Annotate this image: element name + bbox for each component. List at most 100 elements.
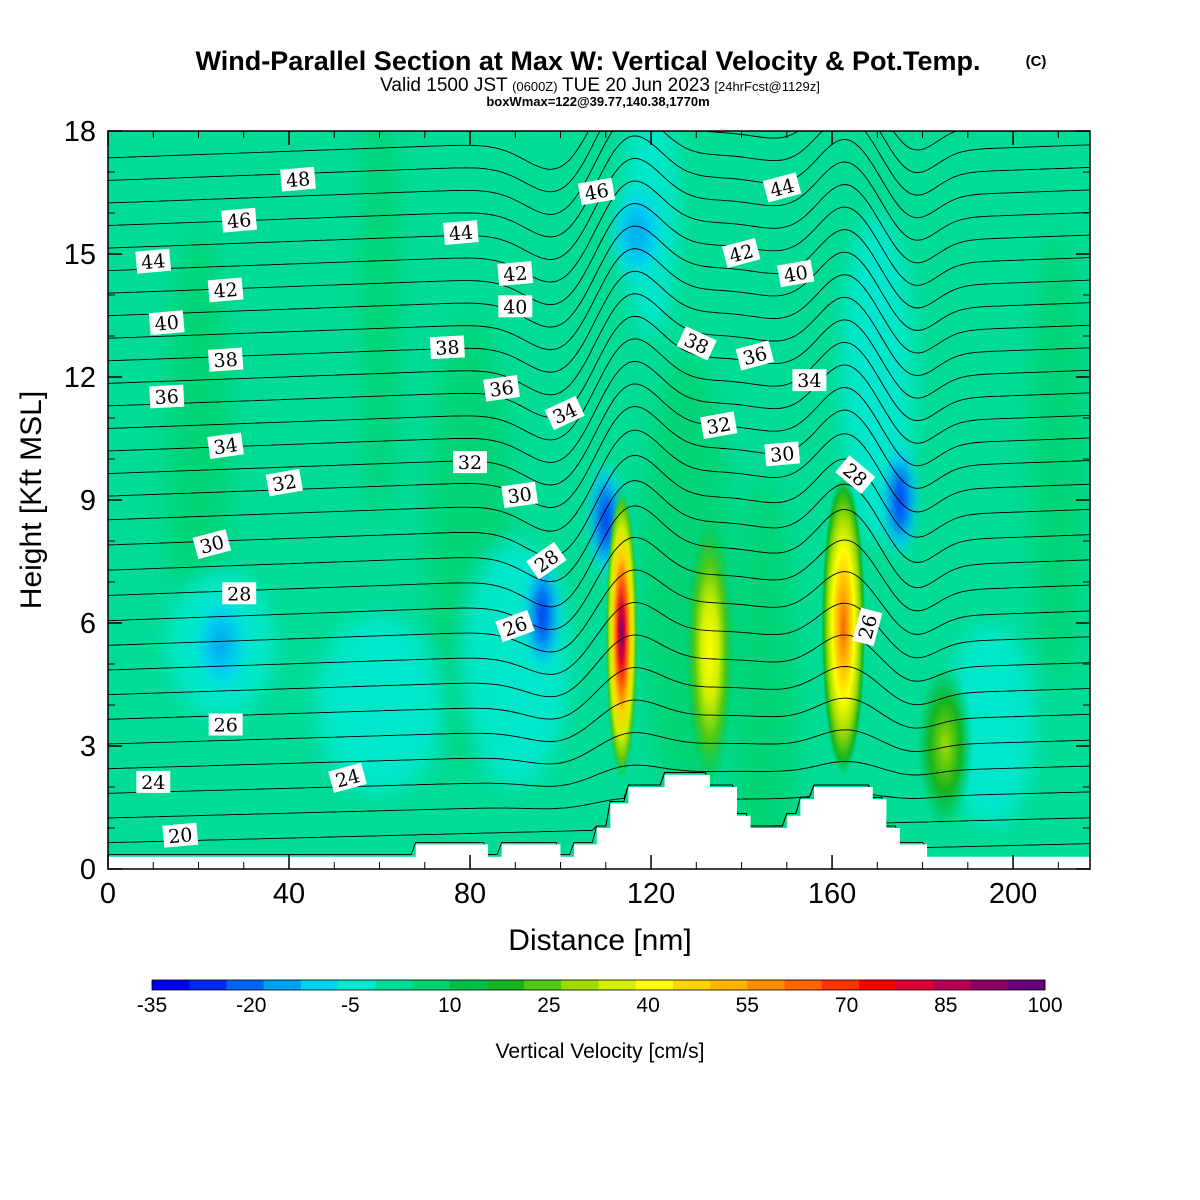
theta-label-text: 36: [488, 377, 515, 402]
theta-label: 24: [328, 762, 367, 793]
colorbar-tick-label: -5: [341, 994, 360, 1017]
colorbar-swatch: [486, 980, 525, 990]
theta-label-text: 28: [227, 583, 251, 605]
theta-contour: [108, 131, 958, 170]
y-tick-label: 0: [80, 854, 96, 886]
theta-contour: [108, 697, 1090, 745]
colorbar-label: Vertical Velocity [cm/s]: [496, 1040, 705, 1063]
updraft-core: [917, 664, 974, 828]
theta-label: 32: [265, 468, 303, 497]
theta-label: 46: [577, 177, 616, 205]
theta-label-text: 20: [167, 824, 193, 848]
theta-contour: [108, 772, 1090, 819]
y-tick-label: 9: [80, 485, 96, 517]
x-tick-label: 120: [627, 878, 675, 910]
theta-contour: [108, 203, 1090, 306]
theta-contour: [108, 225, 1090, 328]
downdraft-area: [524, 554, 561, 675]
theta-label: 26: [495, 610, 535, 643]
theta-contour: [108, 270, 1090, 373]
theta-label-text: 24: [141, 772, 165, 794]
colorbar-swatch: [970, 980, 1009, 990]
colorbar-swatch: [784, 980, 823, 990]
theta-label: 42: [721, 238, 761, 269]
terrain: [108, 774, 1090, 869]
theta-contour: [108, 455, 1090, 557]
copyright-mark: (C): [1026, 53, 1047, 70]
theta-label-text: 44: [140, 250, 166, 274]
colorbar-tick-label: -20: [236, 994, 266, 1017]
theta-contour-labels: 48 46 44 42 40 38 36 34 32 30 28 26 24 20 44 38 32 24 46 42…: [135, 166, 883, 848]
colorbar-swatch: [598, 980, 637, 990]
theta-contour: [108, 569, 1090, 653]
theta-label: 40: [148, 310, 185, 336]
x-tick-label: 0: [100, 878, 116, 910]
y-tick-label: 6: [80, 608, 96, 640]
colorbar-swatch: [859, 980, 897, 990]
theta-contour: [108, 293, 1090, 396]
colorbar-swatch: [933, 980, 972, 990]
theta-label: 44: [135, 248, 172, 274]
theta-label-text: 26: [214, 715, 238, 737]
colorbar-swatch: [263, 980, 302, 990]
theta-contour: [108, 361, 1090, 463]
chart-title: Wind-Parallel Section at Max W: Vertical…: [196, 46, 981, 76]
colorbar-swatch: [375, 980, 413, 990]
theta-contour: [108, 666, 1090, 720]
theta-label: 42: [207, 277, 244, 303]
colorbar-tick-label: 70: [835, 994, 858, 1017]
theta-label-text: 44: [448, 221, 474, 245]
x-tick-label: 200: [989, 878, 1037, 910]
theta-label-text: 42: [213, 279, 239, 303]
colorbar-tick-label: -35: [137, 994, 167, 1017]
colorbar-swatch: [412, 980, 451, 990]
theta-contour: [108, 505, 1090, 608]
colorbar-swatch: [152, 980, 190, 990]
theta-contour: [108, 480, 1090, 583]
weak-updraft-band: [361, 131, 398, 521]
chart-header: Wind-Parallel Section at Max W: Vertical…: [196, 46, 1047, 109]
theta-label: 34: [792, 369, 827, 392]
updraft-core: [605, 487, 638, 779]
colorbar-swatch: [300, 980, 339, 990]
colorbar-tick-label: 85: [934, 994, 957, 1017]
theta-label: 40: [777, 259, 815, 287]
y-tick-label: 12: [64, 362, 96, 394]
colorbar-swatch: [1007, 980, 1046, 990]
box-wmax-info: boxWmax=122@39.77,140.38,1770m: [486, 94, 709, 109]
theta-label-text: 34: [212, 434, 239, 459]
colorbar-swatch: [524, 980, 562, 990]
valid-time-line: Valid 1500 JST (0600Z) TUE 20 Jun 2023 […: [380, 75, 820, 96]
y-tick-label: 15: [64, 239, 96, 271]
theta-contour: [108, 729, 1090, 770]
x-tick-label: 160: [808, 878, 856, 910]
colorbar-tick-label: 25: [537, 994, 560, 1017]
theta-label-text: 38: [435, 337, 460, 360]
colorbar-swatch: [449, 980, 488, 990]
theta-contour: [108, 383, 1090, 486]
theta-label: 38: [207, 347, 244, 372]
theta-label: 24: [136, 770, 171, 794]
theta-label: 30: [501, 481, 539, 508]
theta-label-text: 48: [285, 168, 311, 192]
colorbar-frame: [151, 979, 1046, 991]
theta-label-text: 34: [797, 370, 821, 392]
theta-label: 44: [443, 220, 479, 246]
colorbar-swatch: [189, 980, 227, 990]
theta-label: 38: [429, 335, 465, 360]
theta-label: 26: [208, 713, 243, 737]
theta-label: 26: [852, 607, 883, 647]
downdraft-area: [881, 440, 918, 560]
theta-label-text: 32: [271, 471, 299, 497]
theta-label: 34: [207, 432, 244, 459]
theta-label-text: 36: [154, 386, 179, 409]
colorbar-swatch: [747, 980, 785, 990]
colorbar: -35 -20 -5 10 25 40 55 70 85 100: [137, 979, 1063, 1017]
theta-contour: [108, 180, 1090, 283]
theta-label: 36: [149, 384, 185, 409]
theta-label: 48: [280, 166, 316, 192]
theta-label-text: 32: [705, 413, 733, 439]
theta-contour: [108, 602, 1090, 675]
x-axis-label: Distance [nm]: [508, 924, 691, 957]
